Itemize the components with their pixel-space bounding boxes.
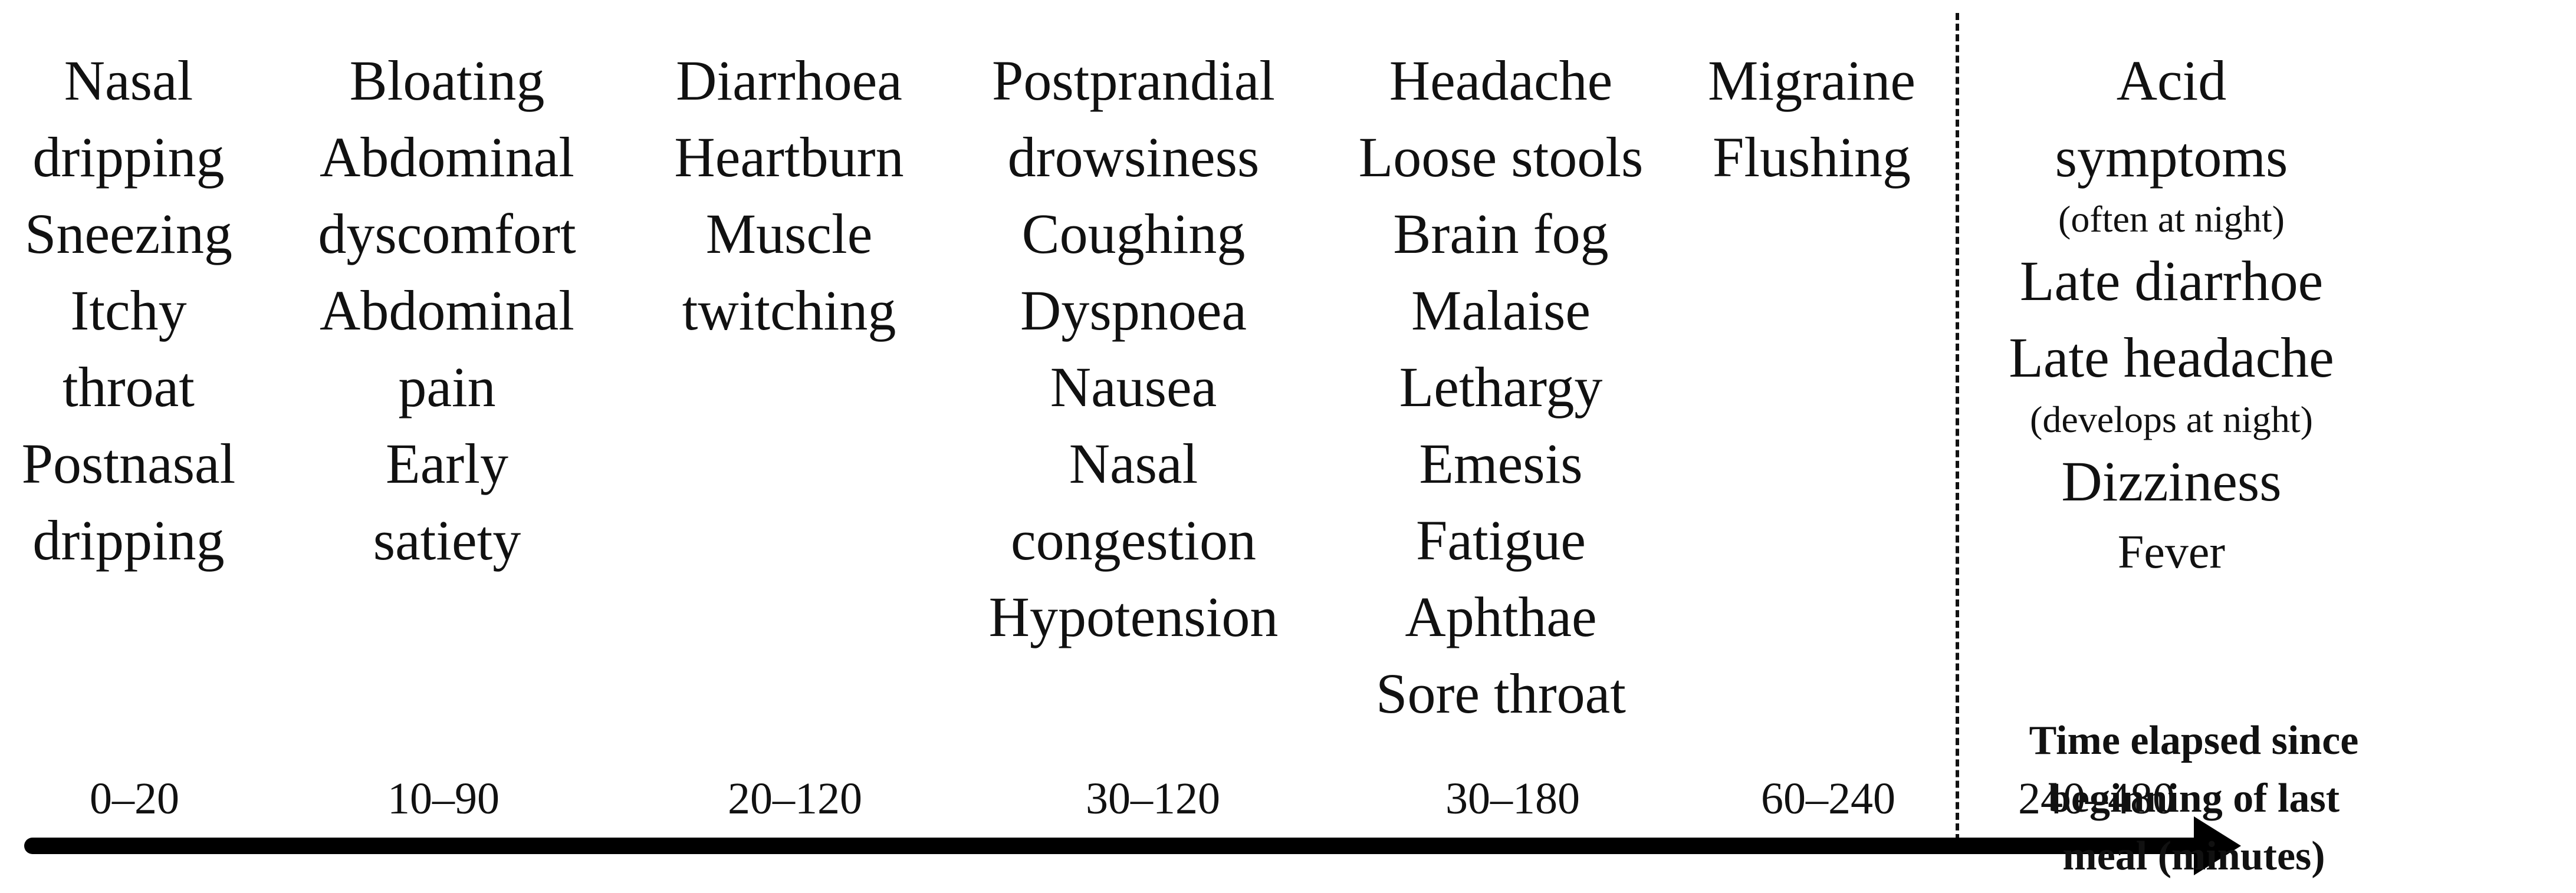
symptom-label: Hypotension bbox=[988, 585, 1279, 648]
time-range-label: 10–90 bbox=[387, 774, 500, 823]
symptom-label: Dizziness bbox=[2061, 450, 2282, 513]
symptom-label: dripping bbox=[32, 509, 225, 572]
symptom-label: Coughing bbox=[1021, 202, 1246, 265]
symptom-label: Abdominal bbox=[320, 126, 574, 189]
symptom-label: Nasal bbox=[64, 49, 193, 112]
symptom-label: Brain fog bbox=[1393, 202, 1609, 265]
symptom-column-3: Diarrhoea Heartburn Muscle twitching bbox=[674, 42, 903, 349]
symptom-column-6: Migraine Flushing bbox=[1708, 42, 1915, 196]
symptom-label: dripping bbox=[32, 126, 225, 189]
symptom-label: Sore throat bbox=[1376, 662, 1626, 725]
symptom-label: Migraine bbox=[1708, 49, 1915, 112]
time-range-label: 0–20 bbox=[90, 774, 179, 823]
symptom-label: symptoms bbox=[2055, 126, 2288, 189]
symptom-label: Lethargy bbox=[1399, 355, 1603, 419]
symptom-label: Dyspnoea bbox=[1020, 279, 1247, 342]
symptom-label: Nausea bbox=[1050, 355, 1217, 419]
axis-label: Time elapsed since beginning of last mea… bbox=[2029, 718, 2359, 879]
symptom-label: Late headache bbox=[2009, 326, 2334, 389]
symptom-label: drowsiness bbox=[1007, 126, 1260, 189]
symptom-label: throat bbox=[63, 355, 195, 419]
symptom-label: Nasal bbox=[1069, 432, 1198, 495]
symptom-label: Headache bbox=[1389, 49, 1613, 112]
symptom-label: pain bbox=[398, 355, 496, 419]
symptom-label: Malaise bbox=[1411, 279, 1591, 342]
symptom-label: Itchy bbox=[70, 279, 187, 342]
symptom-column-1: Nasal dripping Sneezing Itchy throat Postnasa… bbox=[22, 42, 236, 579]
symptom-label: Muscle bbox=[705, 202, 873, 265]
late-phase-divider bbox=[1956, 13, 1959, 841]
symptom-label: Late diarrhoe bbox=[2019, 249, 2324, 312]
symptom-label: twitching bbox=[682, 279, 896, 342]
symptom-label: Sneezing bbox=[25, 202, 232, 265]
symptom-label: Emesis bbox=[1419, 432, 1583, 495]
symptom-label: Fever bbox=[2117, 526, 2226, 578]
symptom-label: Early bbox=[386, 432, 508, 495]
symptom-label: Postprandial bbox=[992, 49, 1275, 112]
symptom-label: congestion bbox=[1011, 509, 1256, 572]
symptom-label: Diarrhoea bbox=[676, 49, 902, 112]
time-range-label: 240–480 bbox=[2018, 774, 2175, 823]
symptom-label: Acid bbox=[2116, 49, 2227, 112]
symptom-label: Loose stools bbox=[1358, 126, 1644, 189]
symptom-label: Postnasal bbox=[21, 432, 236, 495]
time-range-label: 20–120 bbox=[728, 774, 862, 823]
symptom-label: Aphthae bbox=[1405, 585, 1597, 648]
symptom-label: dyscomfort bbox=[318, 202, 576, 265]
symptom-column-2: Bloating Abdominal dyscomfort Abdominal pain… bbox=[318, 42, 576, 579]
time-range-label: 60–240 bbox=[1761, 774, 1895, 823]
symptom-label: satiety bbox=[373, 509, 521, 572]
symptom-label: Abdominal bbox=[320, 279, 574, 342]
symptom-label: Fatigue bbox=[1416, 509, 1586, 572]
symptom-note: (often at night) bbox=[2058, 198, 2285, 240]
time-range-label: 30–180 bbox=[1445, 774, 1580, 823]
symptom-column-5: Headache Loose stools Brain fog Malaise Leth… bbox=[1359, 42, 1644, 732]
symptom-label: Heartburn bbox=[674, 126, 904, 189]
symptom-note: (develops at night) bbox=[2030, 398, 2313, 440]
time-range-label: 30–120 bbox=[1086, 774, 1220, 823]
symptom-column-4: Postprandial drowsiness Coughing Dyspnoea Na… bbox=[989, 42, 1279, 655]
symptom-label: Flushing bbox=[1712, 126, 1911, 189]
symptom-column-7: Acid symptoms (often at night) Late diarrho… bbox=[2009, 42, 2334, 585]
symptom-label: Bloating bbox=[349, 49, 545, 112]
